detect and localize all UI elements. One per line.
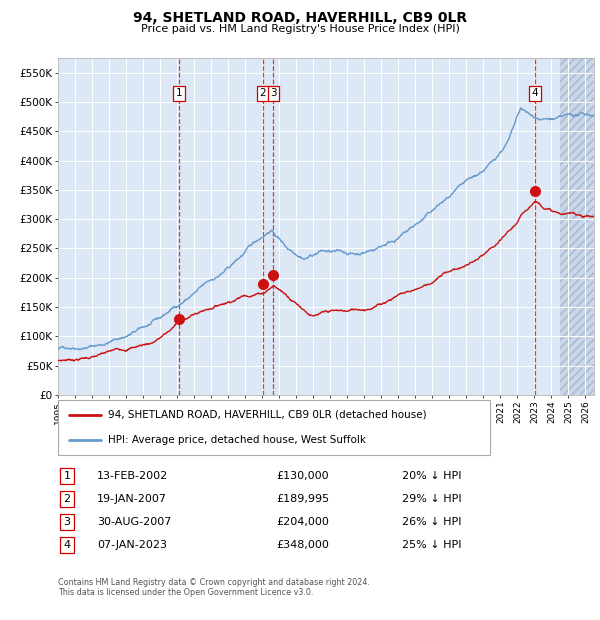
- Text: 4: 4: [532, 89, 538, 99]
- Text: Price paid vs. HM Land Registry's House Price Index (HPI): Price paid vs. HM Land Registry's House …: [140, 24, 460, 33]
- Text: 26% ↓ HPI: 26% ↓ HPI: [402, 517, 461, 527]
- Text: 3: 3: [64, 517, 71, 527]
- Text: £130,000: £130,000: [276, 471, 329, 481]
- Text: £348,000: £348,000: [276, 540, 329, 550]
- Text: £204,000: £204,000: [276, 517, 329, 527]
- Text: 20% ↓ HPI: 20% ↓ HPI: [402, 471, 461, 481]
- Text: 94, SHETLAND ROAD, HAVERHILL, CB9 0LR: 94, SHETLAND ROAD, HAVERHILL, CB9 0LR: [133, 11, 467, 25]
- Text: 94, SHETLAND ROAD, HAVERHILL, CB9 0LR (detached house): 94, SHETLAND ROAD, HAVERHILL, CB9 0LR (d…: [107, 410, 427, 420]
- FancyBboxPatch shape: [58, 400, 490, 455]
- Text: 4: 4: [64, 540, 71, 550]
- Text: 19-JAN-2007: 19-JAN-2007: [97, 494, 167, 504]
- Text: £189,995: £189,995: [276, 494, 329, 504]
- Text: 13-FEB-2002: 13-FEB-2002: [97, 471, 168, 481]
- Text: 30-AUG-2007: 30-AUG-2007: [97, 517, 172, 527]
- Text: HPI: Average price, detached house, West Suffolk: HPI: Average price, detached house, West…: [107, 435, 365, 445]
- Text: 25% ↓ HPI: 25% ↓ HPI: [402, 540, 461, 550]
- Text: 07-JAN-2023: 07-JAN-2023: [97, 540, 167, 550]
- Text: 29% ↓ HPI: 29% ↓ HPI: [402, 494, 461, 504]
- Text: 1: 1: [64, 471, 71, 481]
- Bar: [560, 58, 594, 395]
- Text: 2: 2: [260, 89, 266, 99]
- Text: 3: 3: [270, 89, 277, 99]
- Text: Contains HM Land Registry data © Crown copyright and database right 2024.
This d: Contains HM Land Registry data © Crown c…: [58, 578, 370, 598]
- Text: 2: 2: [64, 494, 71, 504]
- Text: 1: 1: [176, 89, 182, 99]
